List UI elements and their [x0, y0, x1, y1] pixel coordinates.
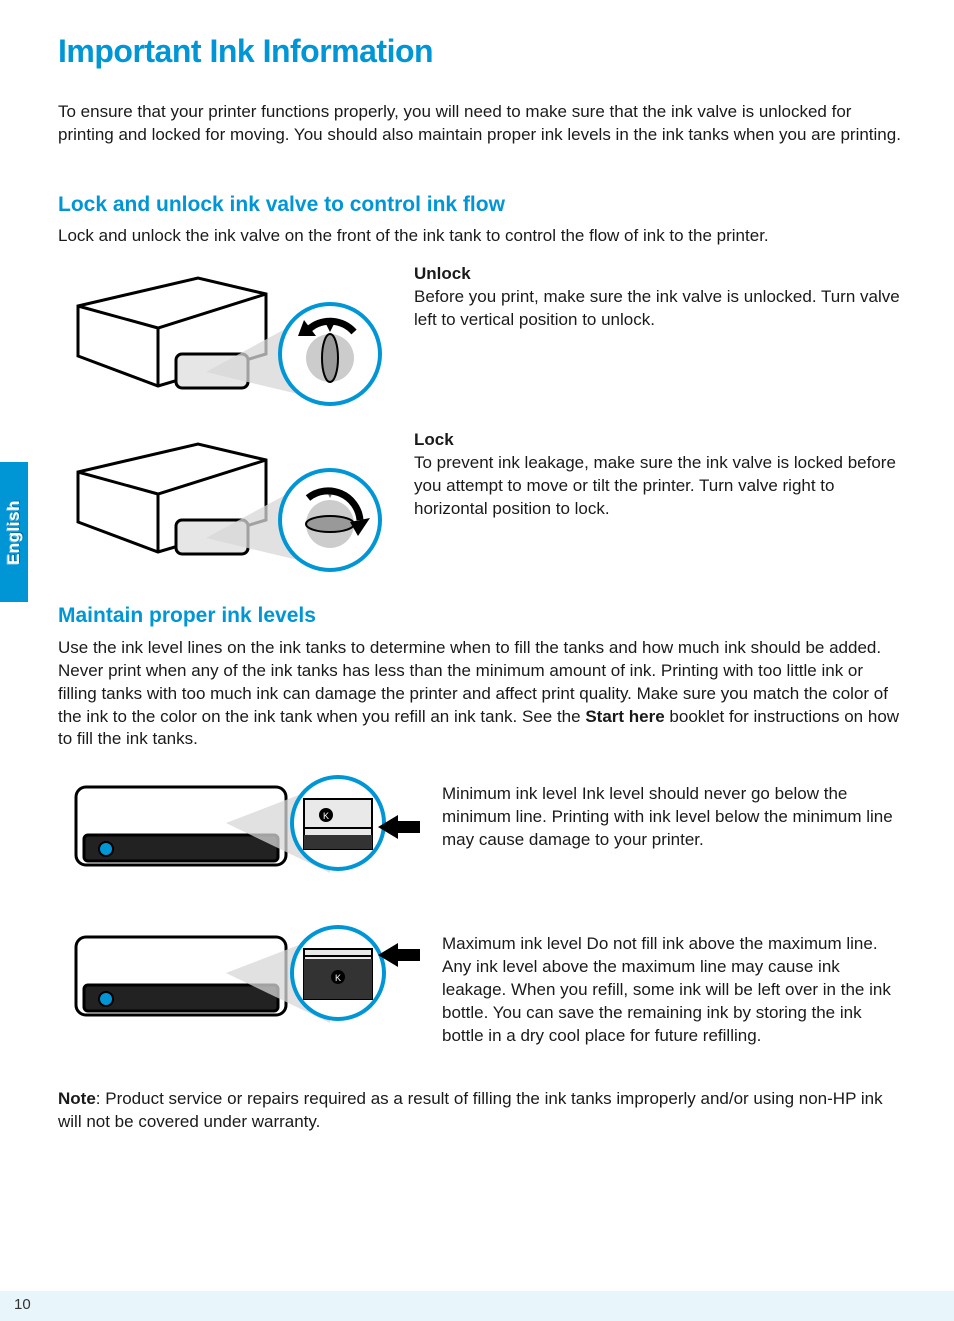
max-title: Maximum ink level [442, 934, 582, 953]
page-footer-bar: 10 [0, 1291, 954, 1321]
ink-tank-max-icon: K [304, 949, 372, 999]
page-number: 10 [14, 1295, 31, 1315]
lock-figure [58, 424, 392, 572]
unlock-body: Before you print, make sure the ink valv… [414, 287, 900, 329]
unlock-figure [58, 258, 392, 406]
section-ink-levels: Maintain proper ink levels Use the ink l… [58, 602, 906, 1048]
page-content: Important Ink Information To ensure that… [0, 0, 954, 1134]
section-valve-heading: Lock and unlock ink valve to control ink… [58, 191, 906, 219]
warranty-note: Note: Product service or repairs require… [58, 1088, 906, 1134]
intro-text: To ensure that your printer functions pr… [58, 101, 906, 147]
min-title: Minimum ink level [442, 784, 577, 803]
language-side-tab: English [0, 462, 28, 602]
printer-valve-lock-icon [58, 424, 392, 572]
section-levels-body: Use the ink level lines on the ink tanks… [58, 637, 906, 752]
unlock-text: Unlock Before you print, make sure the i… [414, 258, 906, 332]
section-levels-heading: Maintain proper ink levels [58, 602, 906, 630]
language-label: English [3, 500, 26, 565]
max-row: K Maximum ink level Do not fill ink abov… [58, 915, 906, 1048]
lock-title: Lock [414, 429, 906, 452]
printer-valve-unlock-icon [58, 258, 392, 406]
lock-row: Lock To prevent ink leakage, make sure t… [58, 424, 906, 572]
page-title: Important Ink Information [58, 30, 906, 73]
svg-text:K: K [335, 973, 341, 983]
start-here-bold: Start here [585, 707, 664, 726]
unlock-title: Unlock [414, 263, 906, 286]
svg-text:K: K [323, 811, 329, 821]
section-valve-sub: Lock and unlock the ink valve on the fro… [58, 225, 906, 248]
printer-max-level-icon: K [58, 915, 420, 1045]
note-body: : Product service or repairs required as… [58, 1089, 883, 1131]
max-text: Maximum ink level Do not fill ink above … [442, 915, 906, 1048]
min-text: Minimum ink level Ink level should never… [442, 765, 906, 852]
note-label: Note [58, 1089, 96, 1108]
lock-body: To prevent ink leakage, make sure the in… [414, 453, 896, 518]
unlock-row: Unlock Before you print, make sure the i… [58, 258, 906, 406]
min-figure: K [58, 765, 420, 895]
ink-tank-min-icon: K [304, 799, 372, 849]
min-row: K Minimum ink level Ink level should nev… [58, 765, 906, 895]
lock-text: Lock To prevent ink leakage, make sure t… [414, 424, 906, 521]
max-figure: K [58, 915, 420, 1045]
printer-min-level-icon: K [58, 765, 420, 895]
